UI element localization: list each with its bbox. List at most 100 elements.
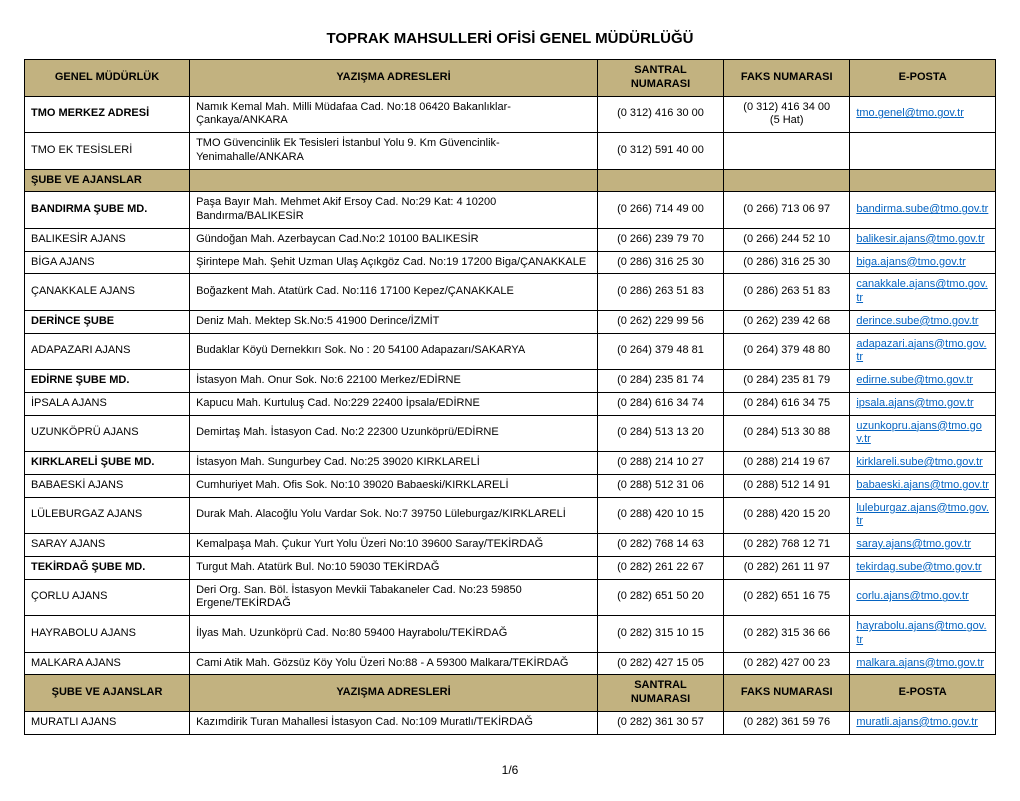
phone-cell: (0 288) 214 10 27 bbox=[597, 452, 723, 475]
table-row: LÜLEBURGAZ AJANSDurak Mah. Alacoğlu Yolu… bbox=[25, 497, 996, 534]
table-row: TEKİRDAĞ ŞUBE MD.Turgut Mah. Atatürk Bul… bbox=[25, 556, 996, 579]
table-row: ÇANAKKALE AJANSBoğazkent Mah. Atatürk Ca… bbox=[25, 274, 996, 311]
address-cell: Kapucu Mah. Kurtuluş Cad. No:229 22400 İ… bbox=[190, 392, 598, 415]
email-cell: ipsala.ajans@tmo.gov.tr bbox=[850, 392, 996, 415]
email-link[interactable]: bandirma.sube@tmo.gov.tr bbox=[856, 203, 988, 215]
phone-cell: (0 284) 513 13 20 bbox=[597, 415, 723, 452]
org-cell: LÜLEBURGAZ AJANS bbox=[25, 497, 190, 534]
email-cell: corlu.ajans@tmo.gov.tr bbox=[850, 579, 996, 616]
phone-cell: (0 284) 235 81 74 bbox=[597, 370, 723, 393]
fax-cell: (0 312) 416 34 00(5 Hat) bbox=[724, 96, 850, 133]
email-link[interactable]: ipsala.ajans@tmo.gov.tr bbox=[856, 397, 973, 409]
email-link[interactable]: malkara.ajans@tmo.gov.tr bbox=[856, 657, 984, 669]
address-cell: Gündoğan Mah. Azerbaycan Cad.No:2 10100 … bbox=[190, 228, 598, 251]
phone-cell: (0 312) 416 30 00 bbox=[597, 96, 723, 133]
org-cell: TMO EK TESİSLERİ bbox=[25, 133, 190, 170]
email-cell: bandirma.sube@tmo.gov.tr bbox=[850, 192, 996, 229]
phone-cell: (0 282) 261 22 67 bbox=[597, 556, 723, 579]
address-cell: Cami Atik Mah. Gözsüz Köy Yolu Üzeri No:… bbox=[190, 652, 598, 675]
table-header-row: GENEL MÜDÜRLÜKYAZIŞMA ADRESLERİSANTRAL N… bbox=[25, 60, 996, 97]
org-cell: BİGA AJANS bbox=[25, 251, 190, 274]
email-cell: uzunkopru.ajans@tmo.gov.tr bbox=[850, 415, 996, 452]
address-cell: Şirintepe Mah. Şehit Uzman Ulaş Açıkgöz … bbox=[190, 251, 598, 274]
phone-cell: (0 282) 361 30 57 bbox=[597, 711, 723, 734]
org-cell: HAYRABOLU AJANS bbox=[25, 616, 190, 653]
email-link[interactable]: tekirdag.sube@tmo.gov.tr bbox=[856, 561, 981, 573]
column-header-org: ŞUBE VE AJANSLAR bbox=[25, 675, 190, 712]
email-cell: adapazari.ajans@tmo.gov.tr bbox=[850, 333, 996, 370]
email-link[interactable]: canakkale.ajans@tmo.gov.tr bbox=[856, 278, 987, 304]
email-cell: tekirdag.sube@tmo.gov.tr bbox=[850, 556, 996, 579]
email-cell: derince.sube@tmo.gov.tr bbox=[850, 310, 996, 333]
phone-cell: (0 282) 651 50 20 bbox=[597, 579, 723, 616]
email-link[interactable]: luleburgaz.ajans@tmo.gov.tr bbox=[856, 502, 989, 528]
address-cell: Kemalpaşa Mah. Çukur Yurt Yolu Üzeri No:… bbox=[190, 534, 598, 557]
email-cell: biga.ajans@tmo.gov.tr bbox=[850, 251, 996, 274]
phone-cell: (0 288) 512 31 06 bbox=[597, 474, 723, 497]
column-header-addr: YAZIŞMA ADRESLERİ bbox=[190, 60, 598, 97]
address-cell: Namık Kemal Mah. Milli Müdafaa Cad. No:1… bbox=[190, 96, 598, 133]
phone-cell: (0 312) 591 40 00 bbox=[597, 133, 723, 170]
email-link[interactable]: adapazari.ajans@tmo.gov.tr bbox=[856, 338, 986, 364]
column-header-addr: YAZIŞMA ADRESLERİ bbox=[190, 675, 598, 712]
page-title: TOPRAK MAHSULLERİ OFİSİ GENEL MÜDÜRLÜĞÜ bbox=[24, 30, 996, 47]
email-link[interactable]: edirne.sube@tmo.gov.tr bbox=[856, 374, 973, 386]
org-cell: TEKİRDAĞ ŞUBE MD. bbox=[25, 556, 190, 579]
email-link[interactable]: uzunkopru.ajans@tmo.gov.tr bbox=[856, 420, 982, 446]
email-cell: edirne.sube@tmo.gov.tr bbox=[850, 370, 996, 393]
address-cell: İstasyon Mah. Sungurbey Cad. No:25 39020… bbox=[190, 452, 598, 475]
org-cell: ÇANAKKALE AJANS bbox=[25, 274, 190, 311]
phone-cell: (0 286) 263 51 83 bbox=[597, 274, 723, 311]
org-cell: DERİNCE ŞUBE bbox=[25, 310, 190, 333]
email-link[interactable]: balikesir.ajans@tmo.gov.tr bbox=[856, 233, 984, 245]
org-cell: BALIKESİR AJANS bbox=[25, 228, 190, 251]
phone-cell: (0 284) 616 34 74 bbox=[597, 392, 723, 415]
phone-cell: (0 282) 427 15 05 bbox=[597, 652, 723, 675]
org-cell: BABAESKİ AJANS bbox=[25, 474, 190, 497]
email-link[interactable]: hayrabolu.ajans@tmo.gov.tr bbox=[856, 620, 986, 646]
table-row: BALIKESİR AJANSGündoğan Mah. Azerbaycan … bbox=[25, 228, 996, 251]
fax-cell: (0 282) 315 36 66 bbox=[724, 616, 850, 653]
phone-cell: (0 266) 714 49 00 bbox=[597, 192, 723, 229]
table-row: HAYRABOLU AJANSİlyas Mah. Uzunköprü Cad.… bbox=[25, 616, 996, 653]
email-link[interactable]: derince.sube@tmo.gov.tr bbox=[856, 315, 978, 327]
fax-cell: (0 282) 361 59 76 bbox=[724, 711, 850, 734]
directory-table: GENEL MÜDÜRLÜKYAZIŞMA ADRESLERİSANTRAL N… bbox=[24, 59, 996, 735]
address-cell: Budaklar Köyü Dernekkırı Sok. No : 20 54… bbox=[190, 333, 598, 370]
address-cell: TMO Güvencinlik Ek Tesisleri İstanbul Yo… bbox=[190, 133, 598, 170]
fax-cell: (0 288) 420 15 20 bbox=[724, 497, 850, 534]
email-cell: babaeski.ajans@tmo.gov.tr bbox=[850, 474, 996, 497]
page-number: 1/6 bbox=[24, 763, 996, 777]
section-empty bbox=[724, 169, 850, 192]
org-cell: KIRKLARELİ ŞUBE MD. bbox=[25, 452, 190, 475]
org-cell: MURATLI AJANS bbox=[25, 711, 190, 734]
fax-cell: (0 266) 713 06 97 bbox=[724, 192, 850, 229]
phone-cell: (0 266) 239 79 70 bbox=[597, 228, 723, 251]
section-empty bbox=[850, 169, 996, 192]
fax-cell: (0 282) 768 12 71 bbox=[724, 534, 850, 557]
email-link[interactable]: kirklareli.sube@tmo.gov.tr bbox=[856, 456, 983, 468]
column-header-phone: SANTRAL NUMARASI bbox=[597, 60, 723, 97]
org-cell: EDİRNE ŞUBE MD. bbox=[25, 370, 190, 393]
email-cell: balikesir.ajans@tmo.gov.tr bbox=[850, 228, 996, 251]
org-cell: BANDIRMA ŞUBE MD. bbox=[25, 192, 190, 229]
email-link[interactable]: corlu.ajans@tmo.gov.tr bbox=[856, 590, 968, 602]
fax-cell bbox=[724, 133, 850, 170]
email-cell: kirklareli.sube@tmo.gov.tr bbox=[850, 452, 996, 475]
table-row: DERİNCE ŞUBEDeniz Mah. Mektep Sk.No:5 41… bbox=[25, 310, 996, 333]
fax-cell: (0 282) 651 16 75 bbox=[724, 579, 850, 616]
section-label: ŞUBE VE AJANSLAR bbox=[25, 169, 190, 192]
column-header-email: E-POSTA bbox=[850, 675, 996, 712]
table-row: İPSALA AJANSKapucu Mah. Kurtuluş Cad. No… bbox=[25, 392, 996, 415]
email-link[interactable]: babaeski.ajans@tmo.gov.tr bbox=[856, 479, 989, 491]
email-link[interactable]: tmo.genel@tmo.gov.tr bbox=[856, 107, 964, 119]
table-row: TMO MERKEZ ADRESİNamık Kemal Mah. Milli … bbox=[25, 96, 996, 133]
email-link[interactable]: biga.ajans@tmo.gov.tr bbox=[856, 256, 965, 268]
email-link[interactable]: saray.ajans@tmo.gov.tr bbox=[856, 538, 971, 550]
email-cell: luleburgaz.ajans@tmo.gov.tr bbox=[850, 497, 996, 534]
table-row: ADAPAZARI AJANSBudaklar Köyü Dernekkırı … bbox=[25, 333, 996, 370]
email-cell: hayrabolu.ajans@tmo.gov.tr bbox=[850, 616, 996, 653]
table-row: BİGA AJANSŞirintepe Mah. Şehit Uzman Ula… bbox=[25, 251, 996, 274]
email-link[interactable]: muratli.ajans@tmo.gov.tr bbox=[856, 716, 978, 728]
column-header-email: E-POSTA bbox=[850, 60, 996, 97]
